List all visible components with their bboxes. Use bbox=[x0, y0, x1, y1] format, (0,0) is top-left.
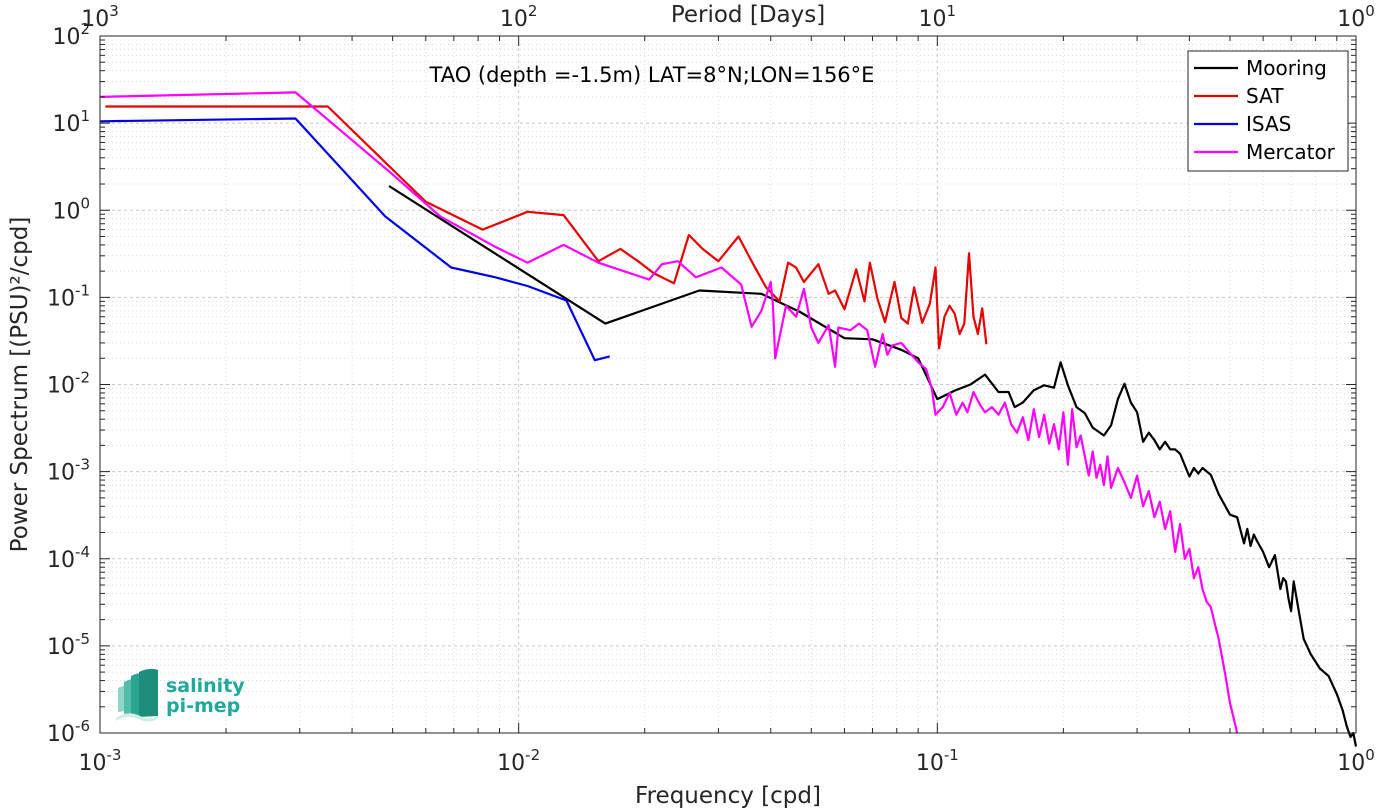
top-axis-title: Period [Days] bbox=[671, 2, 825, 28]
waves-logo-icon bbox=[116, 668, 158, 722]
x-tick-label: 10-3 bbox=[79, 746, 122, 776]
top-tick-label: 101 bbox=[919, 2, 957, 32]
series-line-isas bbox=[99, 117, 610, 362]
legend-label-isas: ISAS bbox=[1246, 112, 1291, 136]
salinity-pi-mep-logo: salinity pi-mep bbox=[116, 668, 245, 722]
y-tick-label: 10-4 bbox=[47, 543, 90, 573]
legend-label-mercator: Mercator bbox=[1246, 140, 1336, 164]
x-tick-label: 10-1 bbox=[916, 746, 959, 776]
y-tick-label: 100 bbox=[52, 194, 90, 224]
y-tick-label: 10-6 bbox=[47, 717, 90, 747]
legend-label-sat: SAT bbox=[1246, 84, 1284, 108]
x-tick-label: 100 bbox=[1337, 746, 1375, 776]
y-tick-label: 10-5 bbox=[47, 630, 90, 660]
y-tick-label: 102 bbox=[52, 20, 90, 50]
series-line-mercator bbox=[99, 91, 1239, 734]
x-tick-label: 10-2 bbox=[497, 746, 540, 776]
major-gridlines bbox=[100, 36, 1356, 733]
top-tick-label: 103 bbox=[81, 2, 119, 32]
top-tick-label: 100 bbox=[1337, 2, 1375, 32]
y-tick-label: 101 bbox=[52, 107, 90, 137]
series-line-mooring bbox=[388, 185, 1358, 747]
y-tick-label: 10-2 bbox=[47, 369, 90, 399]
y-tick-label: 10-3 bbox=[47, 456, 90, 486]
axis-ticks bbox=[99, 35, 1357, 734]
y-tick-label: 10-1 bbox=[47, 281, 90, 311]
legend: Mooring SAT ISAS Mercator bbox=[1187, 50, 1349, 172]
logo-text-salinity: salinity bbox=[166, 675, 245, 697]
y-axis-title: Power Spectrum [(PSU)²/cpd] bbox=[7, 217, 33, 553]
x-axis-title: Frequency [cpd] bbox=[635, 783, 821, 809]
legend-label-mooring: Mooring bbox=[1246, 56, 1327, 80]
logo-text-pimep: pi-mep bbox=[166, 695, 240, 717]
top-tick-label: 102 bbox=[500, 2, 538, 32]
data-series bbox=[99, 91, 1358, 747]
series-line-sat bbox=[105, 105, 988, 350]
chart-annotation: TAO (depth =-1.5m) LAT=8°N;LON=156°E bbox=[429, 63, 875, 87]
